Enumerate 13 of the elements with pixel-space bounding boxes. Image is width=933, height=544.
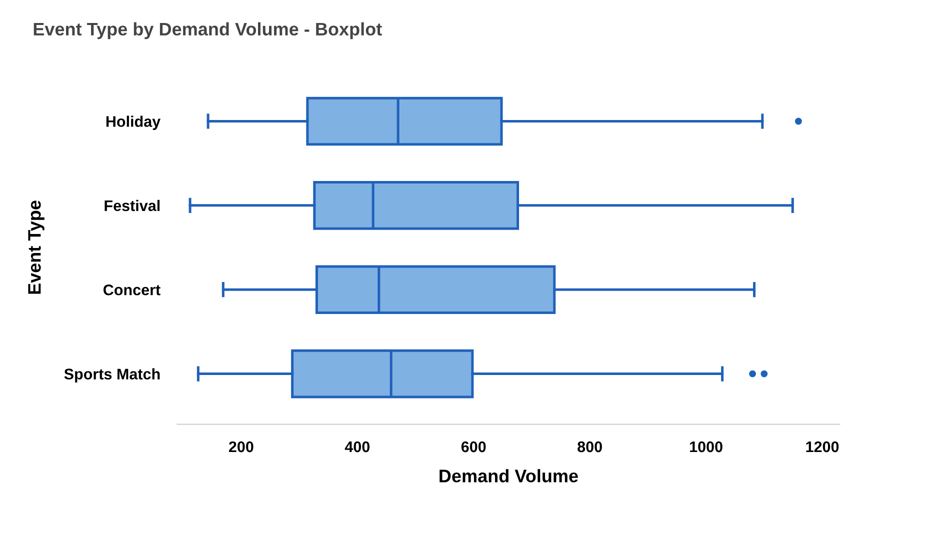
x-axis-title: Demand Volume — [440, 469, 578, 482]
x-tick-label: 600 — [461, 441, 486, 452]
x-tick-label: 400 — [344, 441, 370, 452]
y-tick-label: Festival — [104, 200, 160, 212]
y-tick-label: Sports Match — [64, 368, 160, 383]
x-tick-label: 1000 — [690, 441, 722, 452]
x-tick-label: 800 — [578, 441, 602, 452]
x-tick-label: 200 — [228, 441, 254, 452]
chart-title: Event Type by Demand Volume - Boxplot — [34, 22, 382, 40]
x-tick-label: 1200 — [806, 441, 839, 452]
y-tick-label: Holiday — [106, 116, 161, 130]
y-axis-title: Event Type — [28, 200, 44, 294]
y-tick-label: Concert — [104, 284, 160, 296]
